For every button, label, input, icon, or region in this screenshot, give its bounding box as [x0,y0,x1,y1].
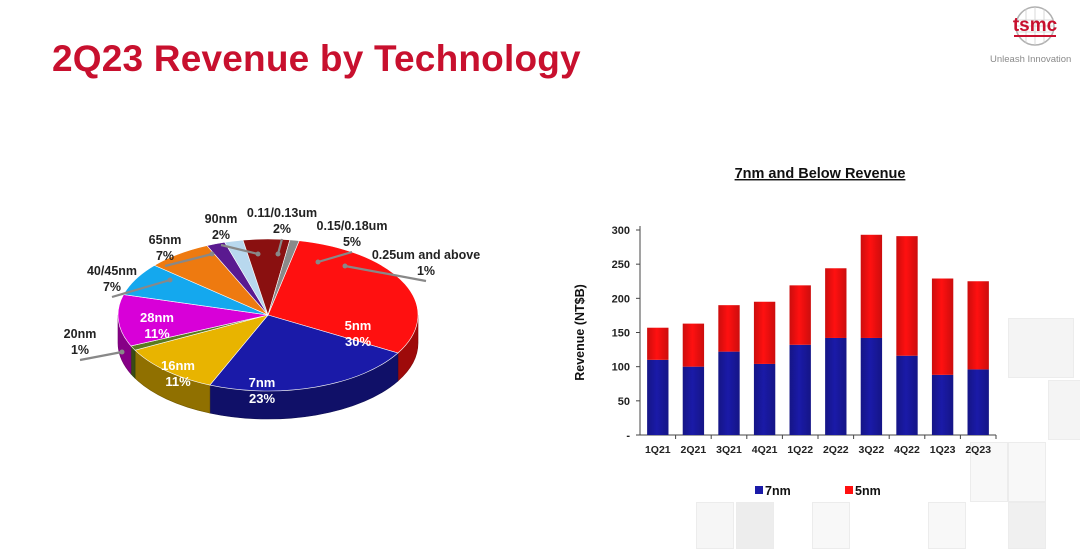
pie-percent-0-15-0-18um: 5% [343,235,361,249]
bar-5nm-2Q23 [967,281,989,370]
decor-square [970,442,1008,502]
bar-7nm-3Q22 [860,337,883,435]
pie-leader-line [164,252,213,268]
pie-leader-line [79,350,123,362]
legend-label-7nm: 7nm [765,484,791,498]
decor-square [1008,502,1046,549]
x-tick-label: 3Q22 [859,444,885,456]
pie-label-0-25um-and-above: 0.25um and above [372,248,480,262]
decor-square [696,502,734,549]
bar-7nm-2Q21 [682,366,705,435]
bar-7nm-3Q21 [718,351,740,435]
x-tick-label: 1Q21 [645,444,671,456]
bar-7nm-1Q22 [789,344,811,435]
pie-percent-7nm: 23% [249,391,275,406]
x-tick-label: 3Q21 [716,444,742,456]
bar-7nm-1Q23 [931,374,954,435]
pie-slice-28nm [117,294,269,347]
y-axis-label: Revenue (NT$B) [573,284,587,381]
pie-percent-65nm: 7% [156,249,174,263]
pie-label-40-45nm: 40/45nm [87,264,137,278]
pie-leader-line [111,278,171,299]
bar-5nm-1Q23 [931,278,954,375]
pie-slice-16nm [134,314,269,386]
legend-swatch-5nm [845,486,853,494]
x-tick-label: 2Q22 [823,444,849,456]
pie-percent-16nm: 11% [165,374,191,389]
decor-square [1008,318,1074,378]
bar-5nm-3Q21 [718,305,740,352]
pie-label-7nm: 7nm [249,375,276,390]
pie-leader-line [317,250,353,264]
page-title: 2Q23 Revenue by Technology [52,38,581,79]
pie-label-0-11-0-13um: 0.11/0.13um [247,206,317,220]
pie-leader-line [344,264,427,283]
x-tick-label: 1Q23 [930,444,956,456]
y-tick-label: 200 [612,293,630,305]
pie-slice-7nm [209,314,399,392]
bar-5nm-4Q21 [753,301,776,364]
pie-leader-dot [315,259,321,265]
y-tick-label: 50 [618,396,630,408]
pie-slice-0-25um-and-above [267,239,300,316]
bar-7nm-1Q21 [647,359,669,435]
pie-percent-0-11-0-13um: 2% [273,222,291,236]
y-tick-label: 250 [612,259,630,271]
pie-leader-dot [275,251,281,257]
decor-square [1048,380,1080,440]
bar-7nm-4Q22 [896,355,918,435]
legend-label-5nm: 5nm [855,484,881,498]
pie-percent-90nm: 2% [212,228,230,242]
pie-percent-5nm: 30% [345,334,371,349]
pie-leader-dot [209,251,215,257]
pie-leader-dot [255,251,261,257]
y-tick-label: 150 [612,328,630,340]
decor-square [1008,442,1046,502]
decor-square [928,502,966,549]
x-tick-label: 2Q23 [965,444,991,456]
x-tick-label: 4Q22 [894,444,920,456]
pie-percent-40-45nm: 7% [103,280,121,294]
pie-label-65nm: 65nm [149,233,182,247]
bar-5nm-2Q22 [825,268,847,338]
pie-percent-20nm: 1% [71,343,89,357]
pie-slice-5nm [267,240,419,354]
bar-5nm-1Q22 [789,285,811,345]
decor-square [812,502,850,549]
bar-5nm-1Q21 [647,327,669,360]
pie-percent-0-25um-and-above: 1% [417,264,435,278]
y-tick-label: 100 [612,362,630,374]
logo-text: tsmc [1013,15,1058,36]
bar-5nm-2Q21 [682,323,705,367]
x-tick-label: 2Q21 [681,444,707,456]
bar-7nm-2Q22 [825,337,847,435]
pie-leader-dot [119,349,125,355]
pie-label-90nm: 90nm [205,212,238,226]
pie-label-20nm: 20nm [64,327,97,341]
revenue-bar-chart: 7nm and Below Revenue Revenue (NT$B) - 50 10… [573,166,997,498]
bar-chart-title: 7nm and Below Revenue [735,166,906,182]
y-tick-label: 300 [612,225,630,237]
pie-leader-dot [342,263,348,269]
pie-label-16nm: 16nm [161,358,195,373]
bar-5nm-4Q22 [896,236,918,356]
x-tick-label: 4Q21 [752,444,778,456]
pie-leader-dot [167,277,173,283]
pie-leader-line [276,238,284,255]
bar-7nm-2Q23 [967,369,989,435]
pie-label-5nm: 5nm [345,318,372,333]
tsmc-logo: tsmc [1013,6,1058,46]
pie-label-28nm: 28nm [140,310,174,325]
bar-5nm-3Q22 [860,234,883,338]
bar-7nm-4Q21 [753,363,776,435]
legend-swatch-7nm [755,486,763,494]
pie-percent-28nm: 11% [144,326,170,341]
technology-pie-chart: 5nm30%7nm23%16nm11%20nm1%28nm11%40/45nm7… [64,206,480,420]
pie-label-0-15-0-18um: 0.15/0.18um [317,219,388,233]
tagline: Unleash Innovation [990,54,1072,65]
y-tick-label: - [626,430,630,442]
pie-side-20nm [130,345,136,379]
x-tick-label: 1Q22 [787,444,813,456]
pie-leader-line [220,243,259,256]
